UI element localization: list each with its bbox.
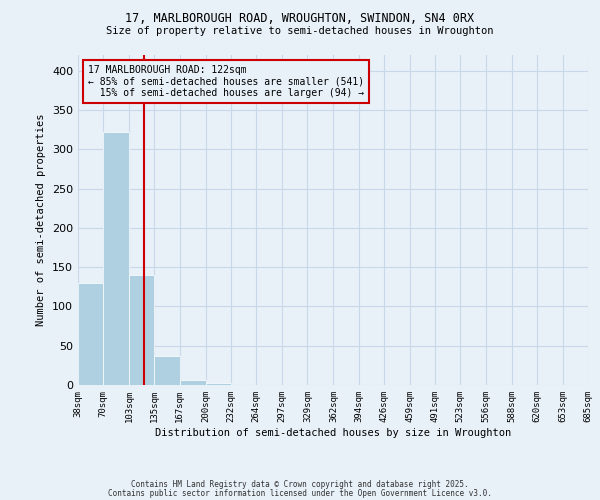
- Text: 17, MARLBOROUGH ROAD, WROUGHTON, SWINDON, SN4 0RX: 17, MARLBOROUGH ROAD, WROUGHTON, SWINDON…: [125, 12, 475, 26]
- Text: Contains public sector information licensed under the Open Government Licence v3: Contains public sector information licen…: [108, 488, 492, 498]
- Text: Size of property relative to semi-detached houses in Wroughton: Size of property relative to semi-detach…: [106, 26, 494, 36]
- Bar: [206, 382, 231, 385]
- Text: Contains HM Land Registry data © Crown copyright and database right 2025.: Contains HM Land Registry data © Crown c…: [131, 480, 469, 489]
- Bar: [103, 132, 129, 385]
- Bar: [129, 275, 154, 385]
- Bar: [588, 384, 600, 385]
- Text: 17 MARLBOROUGH ROAD: 122sqm
← 85% of semi-detached houses are smaller (541)
  15: 17 MARLBOROUGH ROAD: 122sqm ← 85% of sem…: [88, 65, 364, 98]
- Y-axis label: Number of semi-detached properties: Number of semi-detached properties: [37, 114, 46, 326]
- Bar: [179, 380, 206, 385]
- Bar: [78, 283, 103, 385]
- X-axis label: Distribution of semi-detached houses by size in Wroughton: Distribution of semi-detached houses by …: [155, 428, 511, 438]
- Bar: [154, 356, 179, 385]
